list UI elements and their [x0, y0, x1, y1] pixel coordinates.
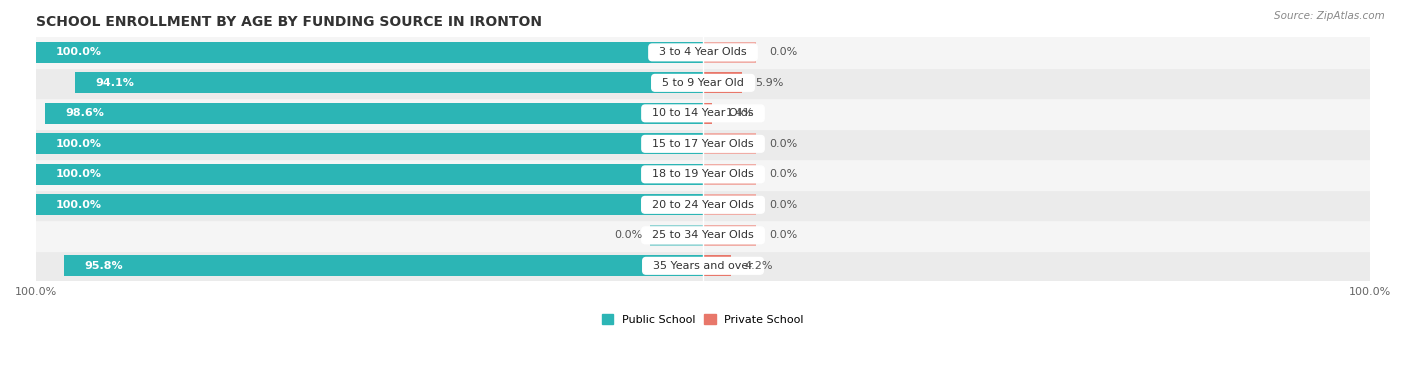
Bar: [37, 220, 1369, 251]
Text: 100.0%: 100.0%: [56, 200, 103, 210]
Text: 18 to 19 Year Olds: 18 to 19 Year Olds: [645, 169, 761, 179]
Bar: [37, 37, 1369, 67]
Text: 0.0%: 0.0%: [769, 139, 799, 149]
Text: 35 Years and over: 35 Years and over: [647, 261, 759, 271]
Text: 20 to 24 Year Olds: 20 to 24 Year Olds: [645, 200, 761, 210]
Bar: [37, 195, 703, 215]
Bar: [703, 133, 756, 154]
Text: 100.0%: 100.0%: [56, 139, 103, 149]
Bar: [703, 42, 756, 63]
Text: 0.0%: 0.0%: [769, 169, 799, 179]
Bar: [37, 67, 1369, 98]
Text: 0.0%: 0.0%: [769, 48, 799, 57]
Bar: [37, 133, 703, 154]
Bar: [650, 225, 703, 246]
Text: 0.0%: 0.0%: [769, 230, 799, 240]
Bar: [703, 195, 756, 215]
Bar: [37, 159, 1369, 190]
Bar: [703, 103, 713, 124]
Text: 5.9%: 5.9%: [755, 78, 785, 88]
Legend: Public School, Private School: Public School, Private School: [598, 310, 808, 329]
Bar: [37, 129, 1369, 159]
Bar: [37, 190, 1369, 220]
Text: 10 to 14 Year Olds: 10 to 14 Year Olds: [645, 108, 761, 118]
Bar: [37, 251, 1369, 281]
Bar: [703, 164, 756, 185]
Text: 100.0%: 100.0%: [56, 169, 103, 179]
Bar: [37, 42, 703, 63]
Text: 95.8%: 95.8%: [84, 261, 122, 271]
Bar: [76, 72, 703, 93]
Bar: [37, 98, 1369, 129]
Bar: [703, 225, 756, 246]
Bar: [703, 256, 731, 276]
Bar: [45, 103, 703, 124]
Text: 25 to 34 Year Olds: 25 to 34 Year Olds: [645, 230, 761, 240]
Text: 0.0%: 0.0%: [769, 200, 799, 210]
Text: 100.0%: 100.0%: [56, 48, 103, 57]
Bar: [37, 164, 703, 185]
Text: 3 to 4 Year Olds: 3 to 4 Year Olds: [652, 48, 754, 57]
Bar: [65, 256, 703, 276]
Text: 4.2%: 4.2%: [744, 261, 773, 271]
Text: 98.6%: 98.6%: [66, 108, 104, 118]
Text: Source: ZipAtlas.com: Source: ZipAtlas.com: [1274, 11, 1385, 21]
Text: 0.0%: 0.0%: [614, 230, 643, 240]
Text: 5 to 9 Year Old: 5 to 9 Year Old: [655, 78, 751, 88]
Text: 1.4%: 1.4%: [725, 108, 754, 118]
Text: 94.1%: 94.1%: [96, 78, 135, 88]
Text: SCHOOL ENROLLMENT BY AGE BY FUNDING SOURCE IN IRONTON: SCHOOL ENROLLMENT BY AGE BY FUNDING SOUR…: [37, 15, 543, 29]
Text: 15 to 17 Year Olds: 15 to 17 Year Olds: [645, 139, 761, 149]
Bar: [703, 72, 742, 93]
